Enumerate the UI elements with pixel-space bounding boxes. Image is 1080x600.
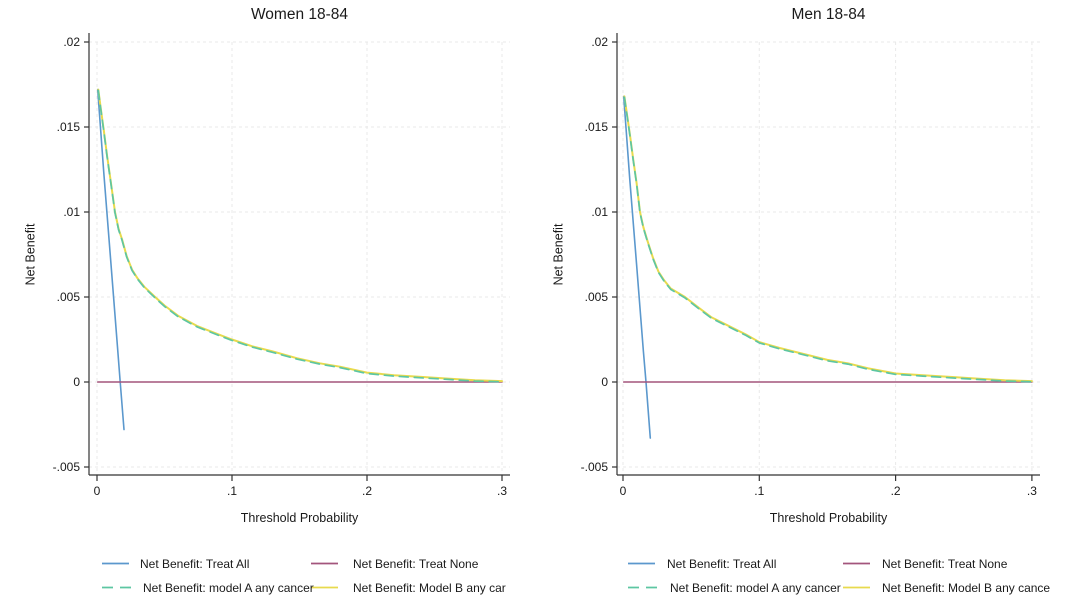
svg-text:0: 0 (73, 375, 80, 389)
legend-item-treat-all: Net Benefit: Treat All (628, 556, 776, 571)
svg-text:.3: .3 (497, 484, 507, 498)
panel-women: Women 18-84 Net Benefit .02.015.01.005 0-… (24, 6, 510, 595)
svg-text:.015: .015 (585, 120, 609, 134)
svg-text:-.005: -.005 (53, 460, 81, 474)
legend-item-model-a: Net Benefit: model A any cancer (102, 580, 314, 595)
legend-item-treat-none: Net Benefit: Treat None (843, 556, 1007, 571)
svg-text:.015: .015 (57, 120, 81, 134)
legend-item-treat-all: Net Benefit: Treat All (102, 556, 249, 571)
svg-text:0: 0 (94, 484, 101, 498)
model-b-line-swatch (311, 586, 338, 589)
svg-text:.2: .2 (891, 484, 901, 498)
legend-label: Net Benefit: model A any cancer (143, 580, 314, 595)
svg-text:.02: .02 (591, 35, 608, 49)
svg-text:.1: .1 (754, 484, 764, 498)
chart-plot-area: .02 .015 .01 .005 0 -.005 0 .1 .2 .3 (53, 33, 510, 498)
treat-none-line-swatch (311, 562, 338, 565)
panel-title-women: Women 18-84 (250, 6, 349, 23)
svg-text:0: 0 (601, 375, 608, 389)
treat-none-line-swatch (843, 562, 870, 565)
panel-title-men: Men 18-84 (791, 6, 866, 23)
svg-text:.1: .1 (227, 484, 237, 498)
svg-text:.3: .3 (1027, 484, 1037, 498)
x-axis-title: Threshold Probability (240, 511, 359, 525)
legend-item-model-b: Net Benefit: Model B any cance (843, 580, 1050, 595)
model-a-dashed-line-swatch (628, 586, 658, 589)
legend-label: Net Benefit: Treat None (353, 556, 479, 571)
treat-all-line-swatch (628, 562, 655, 565)
legend-item-model-a: Net Benefit: model A any cancer (628, 580, 841, 595)
model-b-line-swatch (843, 586, 870, 589)
svg-text:.02: .02 (63, 35, 80, 49)
svg-text:-.005: -.005 (581, 460, 609, 474)
legend-item-model-b: Net Benefit: Model B any car (311, 580, 506, 595)
treat-all-line-swatch (102, 562, 129, 565)
x-axis-title: Threshold Probability (769, 511, 888, 525)
legend-label: Net Benefit: Treat None (882, 556, 1008, 571)
svg-text:.005: .005 (585, 290, 609, 304)
svg-text:.01: .01 (591, 205, 608, 219)
svg-text:.2: .2 (362, 484, 372, 498)
panel-men: Men 18-84 Net Benefit .02.015.01.005 0 -.0… (540, 0, 1080, 600)
legend-label: Net Benefit: Model B any cance (882, 580, 1051, 595)
chart-plot-area: .02 .015 .01 .005 0 -.005 0 .1 .2 .3 (581, 33, 1040, 498)
svg-text:.005: .005 (57, 290, 81, 304)
legend-label: Net Benefit: Model B any car (353, 580, 506, 595)
legend-label: Net Benefit: Treat All (140, 556, 250, 571)
legend-label: Net Benefit: Treat All (667, 556, 777, 571)
svg-text:.01: .01 (63, 205, 80, 219)
svg-text:0: 0 (620, 484, 627, 498)
legend-item-treat-none: Net Benefit: Treat None (311, 556, 478, 571)
model-a-dashed-line-swatch (102, 586, 132, 589)
legend-label: Net Benefit: model A any cancer (670, 580, 841, 595)
